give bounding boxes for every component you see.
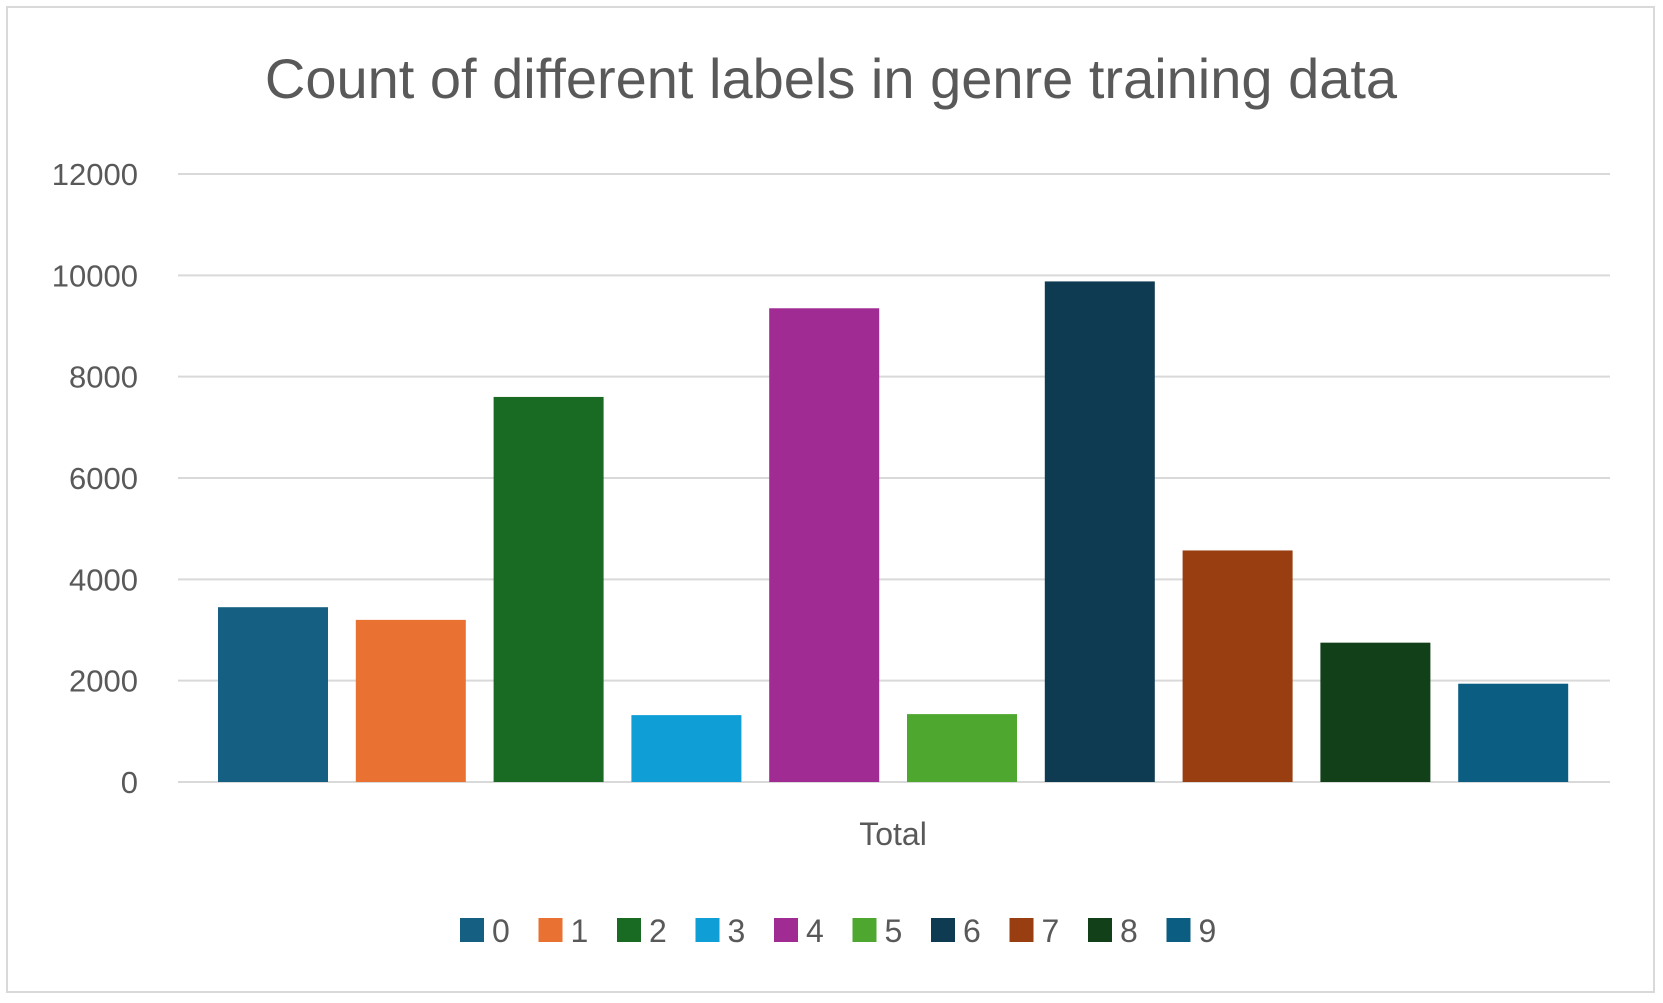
bar-label-8 [1320, 642, 1431, 782]
legend-swatch [1088, 918, 1112, 942]
bar-label-4 [769, 308, 880, 782]
x-axis-categories: Total [859, 816, 927, 852]
legend-label: 5 [885, 913, 903, 949]
legend-item-4: 4 [774, 913, 824, 949]
y-tick-label: 10000 [52, 258, 138, 293]
legend-swatch [617, 918, 641, 942]
bar-label-0 [218, 607, 328, 782]
bar-label-6 [1044, 281, 1155, 782]
legend-swatch [538, 918, 563, 942]
y-tick-label: 12000 [52, 157, 138, 192]
legend-label: 3 [728, 913, 746, 949]
bar-label-5 [907, 714, 1017, 782]
legend: 0 1 2 3 4 5 6 7 8 9 [460, 913, 1216, 949]
legend-item-7: 7 [1009, 913, 1060, 949]
legend-label: 0 [492, 913, 510, 949]
bar-label-9 [1458, 683, 1569, 782]
y-axis-ticks: 0 2000 4000 6000 8000 10000 12000 [52, 157, 138, 800]
legend-label: 2 [649, 913, 667, 949]
bar-label-1 [355, 619, 466, 782]
legend-label: 4 [806, 913, 824, 949]
y-tick-label: 4000 [69, 562, 138, 597]
y-tick-label: 0 [121, 765, 138, 800]
legend-swatch [1166, 918, 1191, 942]
y-tick-label: 8000 [69, 360, 138, 395]
legend-label: 6 [963, 913, 981, 949]
chart-title: Count of different labels in genre train… [265, 47, 1398, 110]
legend-swatch [931, 918, 955, 942]
legend-swatch [695, 918, 720, 942]
legend-item-9: 9 [1166, 913, 1217, 949]
legend-item-6: 6 [931, 913, 981, 949]
legend-swatch [1009, 918, 1034, 942]
bar-label-3 [631, 715, 742, 782]
bar-label-7 [1182, 550, 1293, 782]
legend-item-0: 0 [460, 913, 510, 949]
legend-swatch [852, 918, 877, 942]
legend-item-2: 2 [617, 913, 667, 949]
legend-item-8: 8 [1088, 913, 1138, 949]
legend-item-1: 1 [538, 913, 589, 949]
legend-label: 9 [1199, 913, 1217, 949]
legend-label: 8 [1120, 913, 1138, 949]
legend-item-5: 5 [852, 913, 903, 949]
bars [218, 281, 1569, 782]
y-tick-label: 2000 [69, 664, 138, 699]
legend-label: 1 [571, 913, 589, 949]
y-tick-label: 6000 [69, 461, 138, 496]
legend-label: 7 [1042, 913, 1060, 949]
legend-swatch [460, 918, 484, 942]
x-category-label: Total [859, 816, 927, 852]
legend-item-3: 3 [695, 913, 746, 949]
legend-swatch [774, 918, 798, 942]
bar-label-2 [493, 396, 604, 782]
